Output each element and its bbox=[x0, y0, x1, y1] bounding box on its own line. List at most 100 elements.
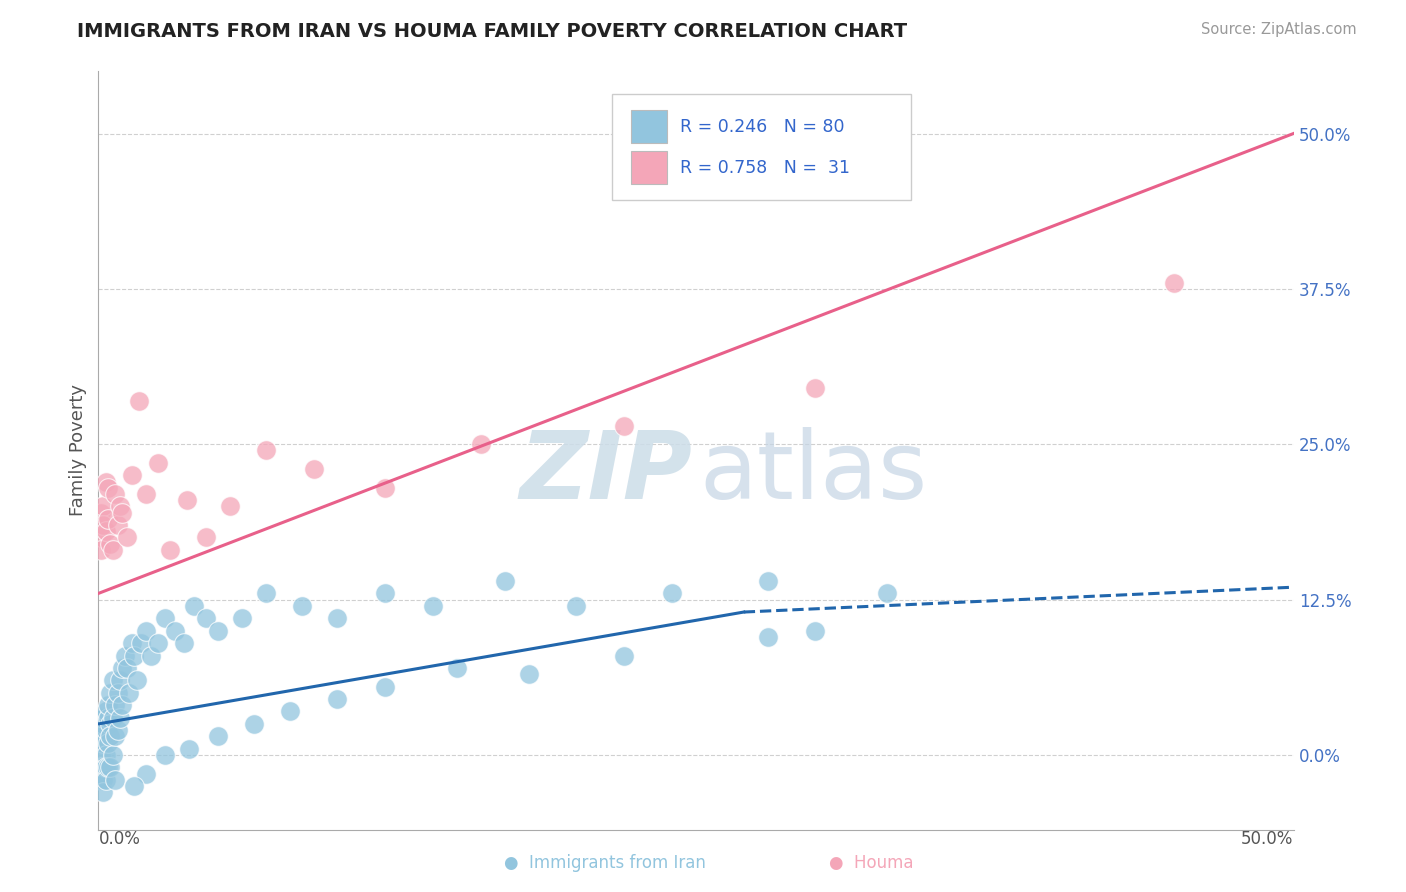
Point bbox=[94, 723, 117, 738]
Point bbox=[97, 711, 120, 725]
Point bbox=[148, 636, 170, 650]
Point bbox=[94, 772, 117, 787]
Text: 0.0%: 0.0% bbox=[98, 830, 141, 847]
Point bbox=[94, 475, 117, 489]
Point bbox=[446, 661, 468, 675]
Point bbox=[613, 648, 636, 663]
Point bbox=[94, 705, 117, 719]
Point bbox=[183, 599, 205, 613]
Point bbox=[278, 705, 301, 719]
Point bbox=[121, 468, 143, 483]
Point bbox=[91, 785, 114, 799]
Point bbox=[108, 673, 131, 688]
Point bbox=[118, 686, 141, 700]
Point bbox=[101, 747, 124, 762]
Point bbox=[111, 698, 134, 713]
Point bbox=[91, 735, 114, 749]
Point bbox=[91, 711, 114, 725]
Point bbox=[90, 735, 112, 749]
Point bbox=[219, 500, 242, 514]
Point bbox=[90, 760, 112, 774]
Point bbox=[135, 624, 157, 638]
Point bbox=[90, 729, 112, 743]
Point bbox=[90, 711, 112, 725]
Point bbox=[91, 760, 114, 774]
Point bbox=[94, 760, 117, 774]
Point bbox=[374, 680, 396, 694]
FancyBboxPatch shape bbox=[631, 110, 668, 144]
Point bbox=[124, 648, 146, 663]
Text: ●  Immigrants from Iran: ● Immigrants from Iran bbox=[503, 855, 706, 872]
Point bbox=[90, 531, 112, 545]
Point bbox=[565, 599, 588, 613]
Point bbox=[91, 500, 114, 514]
Point bbox=[104, 772, 127, 787]
Point bbox=[97, 698, 120, 713]
Point bbox=[91, 518, 114, 533]
Text: R = 0.246   N = 80: R = 0.246 N = 80 bbox=[681, 118, 845, 136]
Text: atlas: atlas bbox=[700, 427, 928, 519]
Point bbox=[90, 766, 112, 780]
Point bbox=[107, 686, 129, 700]
Point bbox=[98, 729, 122, 743]
Point bbox=[876, 586, 898, 600]
Text: ●  Houma: ● Houma bbox=[830, 855, 914, 872]
Point bbox=[135, 487, 157, 501]
Point bbox=[148, 456, 170, 470]
Point bbox=[121, 636, 143, 650]
Point bbox=[470, 437, 492, 451]
Point bbox=[1163, 276, 1185, 290]
Point bbox=[291, 599, 314, 613]
Point bbox=[111, 506, 134, 520]
Point bbox=[90, 542, 112, 557]
Point bbox=[173, 636, 195, 650]
Point bbox=[98, 537, 122, 551]
Point bbox=[179, 741, 201, 756]
Point bbox=[207, 624, 229, 638]
Text: IMMIGRANTS FROM IRAN VS HOUMA FAMILY POVERTY CORRELATION CHART: IMMIGRANTS FROM IRAN VS HOUMA FAMILY POV… bbox=[77, 22, 907, 41]
Point bbox=[195, 531, 218, 545]
Point bbox=[97, 512, 120, 526]
Point bbox=[155, 611, 177, 625]
Point bbox=[124, 779, 146, 793]
Point bbox=[115, 661, 138, 675]
Point bbox=[302, 462, 325, 476]
Text: R = 0.758   N =  31: R = 0.758 N = 31 bbox=[681, 159, 851, 177]
Point bbox=[374, 481, 396, 495]
Point bbox=[101, 542, 124, 557]
Point bbox=[231, 611, 253, 625]
Point bbox=[517, 667, 540, 681]
Point bbox=[104, 729, 127, 743]
Point bbox=[90, 506, 112, 520]
Point bbox=[114, 648, 136, 663]
Point bbox=[94, 524, 117, 539]
Point bbox=[159, 542, 181, 557]
Point bbox=[107, 518, 129, 533]
Point bbox=[98, 760, 122, 774]
Point bbox=[111, 661, 134, 675]
Point bbox=[107, 723, 129, 738]
Point bbox=[98, 717, 122, 731]
Point bbox=[104, 698, 127, 713]
FancyBboxPatch shape bbox=[613, 95, 911, 201]
Point bbox=[108, 711, 131, 725]
Point bbox=[756, 574, 779, 588]
Point bbox=[98, 686, 122, 700]
Point bbox=[804, 381, 827, 395]
Point bbox=[613, 418, 636, 433]
Point bbox=[135, 766, 157, 780]
Point bbox=[243, 717, 266, 731]
Point bbox=[97, 760, 120, 774]
Point bbox=[326, 611, 349, 625]
Text: ZIP: ZIP bbox=[519, 427, 692, 519]
Point bbox=[128, 393, 150, 408]
Point bbox=[108, 500, 131, 514]
Point bbox=[254, 443, 277, 458]
Point bbox=[90, 747, 112, 762]
Point bbox=[97, 735, 120, 749]
Point bbox=[97, 481, 120, 495]
Point bbox=[90, 723, 112, 738]
Text: 50.0%: 50.0% bbox=[1241, 830, 1294, 847]
Point bbox=[90, 772, 112, 787]
FancyBboxPatch shape bbox=[631, 151, 668, 185]
